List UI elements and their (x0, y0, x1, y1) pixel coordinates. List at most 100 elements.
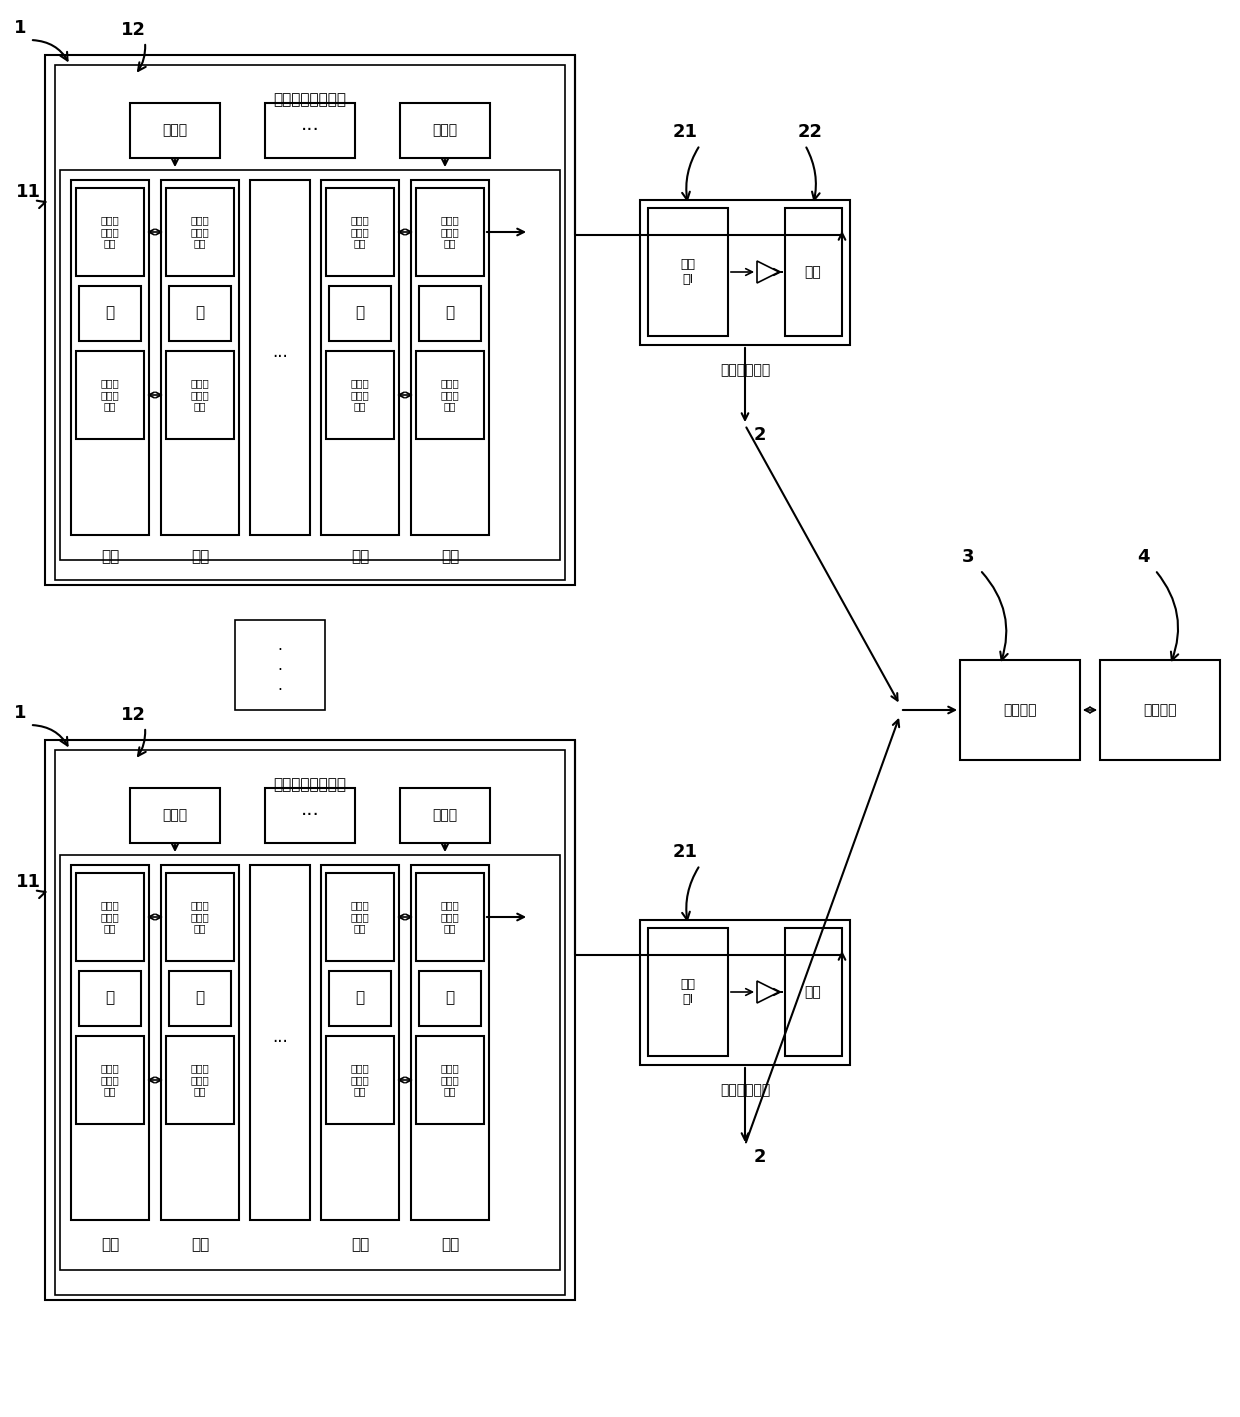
Text: .: . (278, 677, 283, 693)
Bar (236, 621, 325, 710)
Text: 车: 车 (105, 306, 114, 320)
Bar (1100, 660, 1220, 760)
Bar (76, 351, 144, 439)
Text: 三轴数
字磁传
感器: 三轴数 字磁传 感器 (191, 215, 210, 248)
Bar (71, 864, 149, 1220)
Bar (419, 971, 481, 1026)
Text: 三轴数
字磁传
感器: 三轴数 字磁传 感器 (100, 1063, 119, 1097)
Text: 2: 2 (754, 427, 766, 444)
Bar (166, 873, 234, 961)
Bar (326, 873, 394, 961)
Text: 11: 11 (15, 873, 41, 891)
Text: 车位信息检测模块: 车位信息检测模块 (274, 92, 346, 108)
Text: 三轴数
字磁传
感器: 三轴数 字磁传 感器 (191, 1063, 210, 1097)
Text: 三轴数
字磁传
感器: 三轴数 字磁传 感器 (351, 378, 370, 411)
Text: 1: 1 (14, 704, 26, 723)
Text: 1: 1 (14, 18, 26, 37)
Bar (45, 740, 575, 1299)
Text: 车: 车 (196, 990, 205, 1006)
Text: 三轴数
字磁传
感器: 三轴数 字磁传 感器 (100, 378, 119, 411)
Bar (55, 750, 565, 1295)
Text: 22: 22 (797, 123, 822, 142)
Text: 三轴数
字磁传
感器: 三轴数 字磁传 感器 (100, 900, 119, 934)
Bar (166, 1036, 234, 1124)
Text: 车位: 车位 (351, 550, 370, 564)
Bar (329, 971, 391, 1026)
Bar (250, 180, 310, 536)
Text: 车位: 车位 (441, 1237, 459, 1253)
Text: 12: 12 (120, 706, 145, 724)
Text: 21: 21 (672, 123, 697, 142)
Bar (161, 864, 239, 1220)
Text: 电台: 电台 (805, 265, 821, 279)
Bar (130, 788, 219, 843)
Bar (55, 65, 565, 580)
Text: 4: 4 (1137, 548, 1149, 565)
Bar (60, 170, 560, 560)
Bar (76, 1036, 144, 1124)
Bar (401, 788, 490, 843)
Bar (329, 286, 391, 341)
Text: 三轴数
字磁传
感器: 三轴数 字磁传 感器 (191, 900, 210, 934)
Text: 区域中心: 区域中心 (1003, 703, 1037, 717)
Bar (415, 351, 484, 439)
Bar (415, 188, 484, 276)
Bar (415, 873, 484, 961)
Bar (169, 971, 231, 1026)
Text: 云数据库: 云数据库 (1143, 703, 1177, 717)
Text: 车位: 车位 (351, 1237, 370, 1253)
Bar (415, 1036, 484, 1124)
Bar (79, 286, 141, 341)
Text: 无线传输模块: 无线传输模块 (720, 1083, 770, 1097)
Text: 电台: 电台 (805, 985, 821, 999)
Bar (326, 1036, 394, 1124)
Bar (265, 788, 355, 843)
Text: 车位: 车位 (191, 550, 210, 564)
Text: 三轴数
字磁传
感器: 三轴数 字磁传 感器 (440, 900, 459, 934)
Bar (161, 180, 239, 536)
Bar (45, 55, 575, 585)
Bar (60, 854, 560, 1270)
Bar (326, 188, 394, 276)
Text: 3: 3 (962, 548, 975, 565)
Text: 三轴数
字磁传
感器: 三轴数 字磁传 感器 (351, 1063, 370, 1097)
Bar (130, 103, 219, 159)
Bar (79, 971, 141, 1026)
Bar (960, 660, 1080, 760)
Text: 车: 车 (445, 306, 455, 320)
Text: 12: 12 (120, 21, 145, 40)
Text: .: . (278, 638, 283, 652)
Text: 2: 2 (754, 1148, 766, 1166)
Bar (76, 873, 144, 961)
Text: 11: 11 (15, 183, 41, 201)
Text: ···: ··· (300, 120, 320, 139)
Bar (785, 928, 842, 1056)
Text: 车: 车 (445, 990, 455, 1006)
Text: 单片
机I: 单片 机I (681, 978, 696, 1006)
Text: 无线传输模块: 无线传输模块 (720, 363, 770, 377)
Text: 车位: 车位 (100, 1237, 119, 1253)
Bar (326, 351, 394, 439)
Text: 车: 车 (105, 990, 114, 1006)
Text: 车位: 车位 (441, 550, 459, 564)
Text: 三轴数
字磁传
感器: 三轴数 字磁传 感器 (440, 1063, 459, 1097)
Text: 单片机: 单片机 (162, 808, 187, 822)
Polygon shape (756, 261, 779, 283)
Bar (649, 928, 728, 1056)
Text: ···: ··· (272, 349, 288, 366)
Text: 21: 21 (672, 843, 697, 862)
Text: 单片
机I: 单片 机I (681, 258, 696, 286)
Bar (250, 864, 310, 1220)
Bar (401, 103, 490, 159)
Text: 车: 车 (196, 306, 205, 320)
Bar (410, 180, 489, 536)
Text: 单片机: 单片机 (433, 123, 458, 137)
Bar (410, 864, 489, 1220)
Bar (321, 864, 399, 1220)
Text: 车位: 车位 (100, 550, 119, 564)
Polygon shape (756, 981, 779, 1003)
Text: 三轴数
字磁传
感器: 三轴数 字磁传 感器 (351, 215, 370, 248)
Text: 三轴数
字磁传
感器: 三轴数 字磁传 感器 (191, 378, 210, 411)
Bar (166, 188, 234, 276)
Bar (640, 920, 849, 1066)
